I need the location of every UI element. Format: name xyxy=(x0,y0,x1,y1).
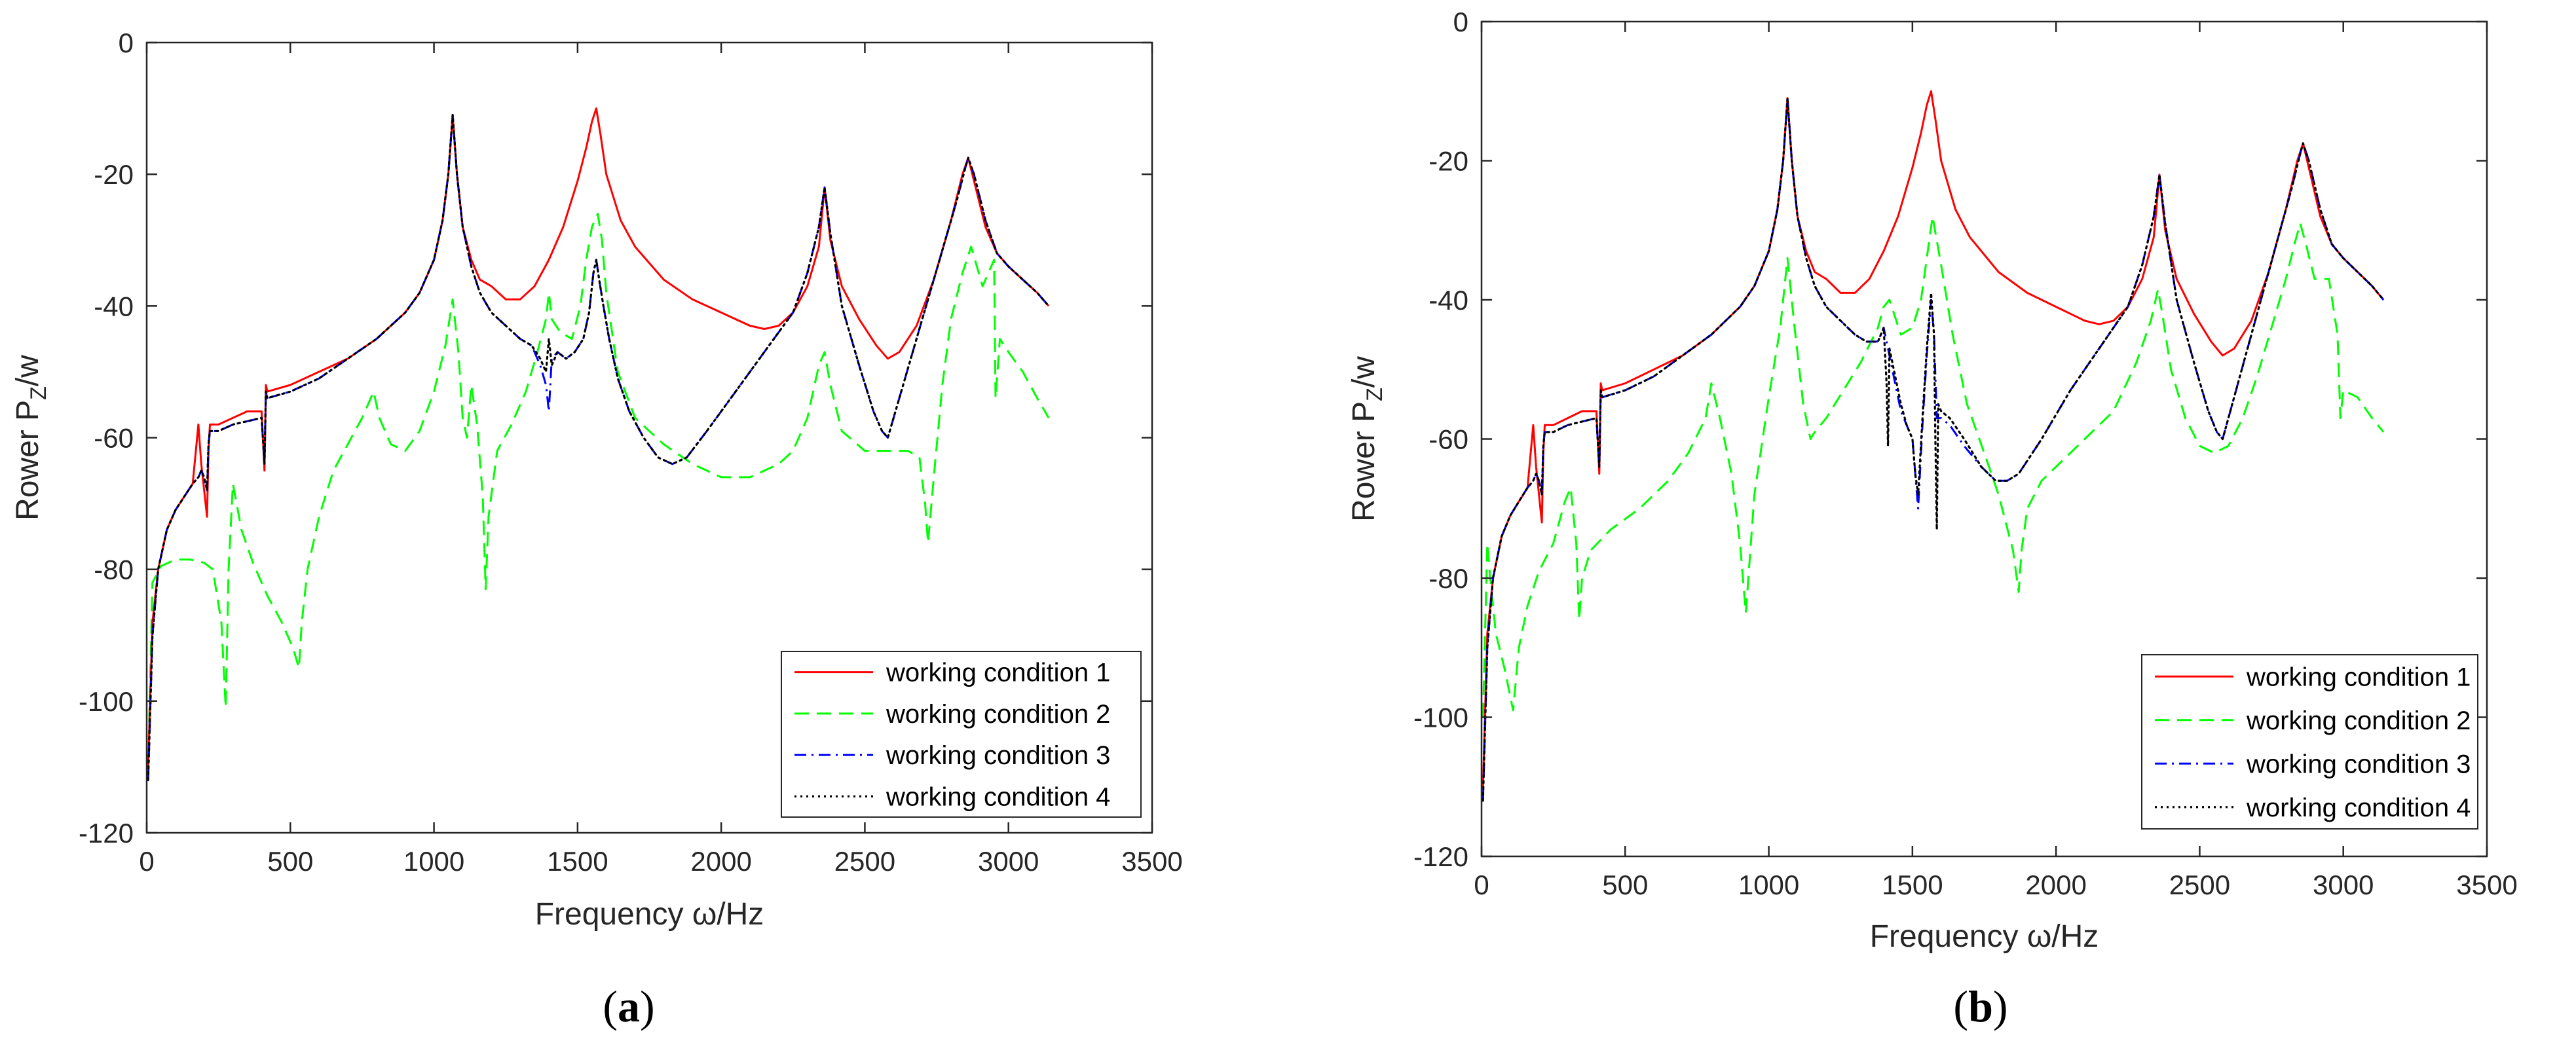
chart-panel-a: 0 500 1000 1500 2000 2500 3000 3500 0 -20 -40 -60 -8… xyxy=(10,27,1183,1031)
legend-label: working condition 3 xyxy=(2246,750,2471,778)
series-layer xyxy=(1482,90,2385,802)
y-tick-label: -40 xyxy=(1428,285,1468,316)
y-tick-label: -80 xyxy=(94,555,134,585)
x-tick-label: 2000 xyxy=(690,846,751,877)
panel-label-close: ) xyxy=(1993,981,2008,1031)
y-tick-label: 0 xyxy=(1453,7,1468,37)
y-axis-title: Rower PZ/w xyxy=(1347,356,1387,522)
x-tick-label: 2500 xyxy=(834,846,895,877)
x-tick-label: 3000 xyxy=(2313,869,2374,900)
x-tick-label: 0 xyxy=(1474,869,1489,900)
y-tick-label: -120 xyxy=(79,818,134,849)
x-tick-label: 1500 xyxy=(1882,869,1943,900)
legend-label: working condition 1 xyxy=(2246,663,2471,691)
legend: working condition 1 working condition 2 wo… xyxy=(781,651,1142,818)
y-axis-title-main: Rower P xyxy=(10,400,45,520)
ticks-layer: 0 500 1000 1500 2000 2500 3000 3500 0 -20 -40 -60 -8… xyxy=(1413,7,2518,900)
x-axis-title: Frequency ω/Hz xyxy=(1870,919,2099,954)
legend-label: working condition 2 xyxy=(2246,706,2471,735)
y-axis-title-main: Rower P xyxy=(1347,401,1381,522)
panel-label-close: ) xyxy=(640,981,655,1031)
legend-label: working condition 1 xyxy=(886,659,1110,687)
series-line-working-condition-1 xyxy=(147,107,1050,767)
panel-label-open: ( xyxy=(1953,981,1968,1031)
x-tick-label: 1500 xyxy=(547,846,608,877)
x-tick-label: 0 xyxy=(139,846,154,877)
y-tick-label: 0 xyxy=(119,27,134,58)
x-tick-label: 3500 xyxy=(2456,869,2517,900)
y-axis-title-tail: /w xyxy=(1347,356,1381,388)
x-tick-label: 1000 xyxy=(1738,869,1799,900)
y-tick-label: -120 xyxy=(1413,841,1468,872)
series-line-working-condition-2 xyxy=(147,213,1050,767)
y-axis-title: Rower PZ/w xyxy=(10,355,51,520)
legend-label: working condition 3 xyxy=(886,741,1110,770)
x-axis-title: Frequency ω/Hz xyxy=(535,897,764,932)
x-tick-label: 500 xyxy=(1602,869,1648,900)
y-tick-label: -60 xyxy=(94,423,134,454)
x-tick-label: 500 xyxy=(267,846,313,877)
panel-label: (a) xyxy=(603,981,654,1031)
y-tick-label: -20 xyxy=(94,159,134,190)
y-tick-label: -20 xyxy=(1428,146,1468,177)
legend-box xyxy=(781,651,1142,818)
legend: working condition 1 working condition 2 wo… xyxy=(2141,654,2478,830)
panel-label-open: ( xyxy=(603,981,618,1031)
series-line-working-condition-2 xyxy=(1482,215,2385,718)
legend-box xyxy=(2141,654,2478,830)
panel-label-letter: a xyxy=(618,981,640,1031)
y-axis-title-subscript: Z xyxy=(1362,388,1387,401)
series-line-working-condition-4 xyxy=(147,114,1050,782)
series-line-working-condition-4 xyxy=(1482,97,2385,802)
y-axis-title-subscript: Z xyxy=(26,386,51,400)
legend-label: working condition 2 xyxy=(886,700,1110,729)
x-tick-label: 3500 xyxy=(1121,846,1182,877)
ticks-layer: 0 500 1000 1500 2000 2500 3000 3500 0 -20 -40 -60 -8… xyxy=(79,27,1183,877)
y-axis-title-tail: /w xyxy=(10,355,45,386)
y-tick-label: -40 xyxy=(94,291,134,321)
y-tick-label: -80 xyxy=(1428,563,1468,594)
series-layer xyxy=(147,107,1050,782)
x-tick-label: 2500 xyxy=(2169,869,2230,900)
y-tick-label: -100 xyxy=(79,686,134,717)
panel-label: (b) xyxy=(1953,981,2007,1031)
x-tick-label: 1000 xyxy=(403,846,464,877)
legend-label: working condition 4 xyxy=(886,782,1110,811)
x-tick-label: 3000 xyxy=(978,846,1039,877)
panel-label-letter: b xyxy=(1968,981,1993,1031)
legend-label: working condition 4 xyxy=(2246,794,2471,822)
series-line-working-condition-1 xyxy=(1482,90,2385,787)
x-tick-label: 2000 xyxy=(2025,869,2086,900)
chart-panel-b: 0 500 1000 1500 2000 2500 3000 3500 0 -20 -40 -60 -8… xyxy=(1347,7,2518,1031)
y-tick-label: -60 xyxy=(1428,424,1468,455)
y-tick-label: -100 xyxy=(1413,703,1468,733)
